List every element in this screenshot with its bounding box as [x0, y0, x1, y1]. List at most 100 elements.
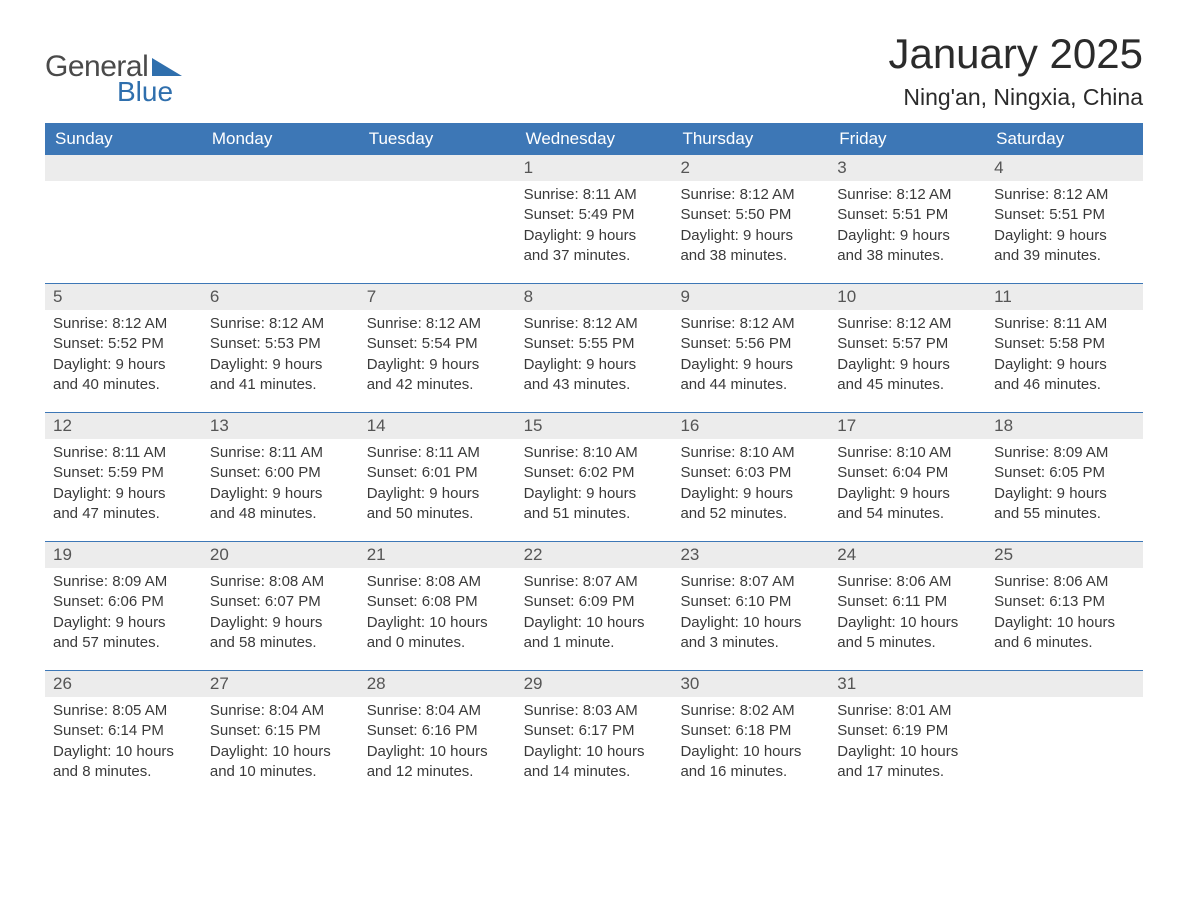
sunset-line: Sunset: 6:01 PM	[367, 463, 508, 483]
day-details: Sunrise: 8:03 AMSunset: 6:17 PMDaylight:…	[516, 697, 673, 792]
day-details: Sunrise: 8:05 AMSunset: 6:14 PMDaylight:…	[45, 697, 202, 792]
sunset-line: Sunset: 6:08 PM	[367, 592, 508, 612]
day-number: 11	[986, 284, 1143, 310]
calendar-week: 26Sunrise: 8:05 AMSunset: 6:14 PMDayligh…	[45, 670, 1143, 799]
daylight-line: Daylight: 9 hours and 46 minutes.	[994, 355, 1135, 396]
daylight-line: Daylight: 10 hours and 17 minutes.	[837, 742, 978, 783]
day-details: Sunrise: 8:07 AMSunset: 6:09 PMDaylight:…	[516, 568, 673, 663]
sunset-line: Sunset: 6:09 PM	[524, 592, 665, 612]
day-details: Sunrise: 8:11 AMSunset: 6:00 PMDaylight:…	[202, 439, 359, 534]
day-number	[202, 155, 359, 181]
daylight-line: Daylight: 9 hours and 41 minutes.	[210, 355, 351, 396]
daylight-line: Daylight: 10 hours and 1 minute.	[524, 613, 665, 654]
sunset-line: Sunset: 6:13 PM	[994, 592, 1135, 612]
calendar-cell: 19Sunrise: 8:09 AMSunset: 6:06 PMDayligh…	[45, 542, 202, 670]
sunset-line: Sunset: 6:03 PM	[680, 463, 821, 483]
day-of-week-label: Monday	[202, 123, 359, 155]
sunrise-line: Sunrise: 8:07 AM	[524, 572, 665, 592]
day-details: Sunrise: 8:07 AMSunset: 6:10 PMDaylight:…	[672, 568, 829, 663]
sunrise-line: Sunrise: 8:08 AM	[210, 572, 351, 592]
calendar-cell: 13Sunrise: 8:11 AMSunset: 6:00 PMDayligh…	[202, 413, 359, 541]
day-number: 2	[672, 155, 829, 181]
day-of-week-label: Tuesday	[359, 123, 516, 155]
daylight-line: Daylight: 10 hours and 10 minutes.	[210, 742, 351, 783]
day-of-week-header: SundayMondayTuesdayWednesdayThursdayFrid…	[45, 123, 1143, 155]
day-number: 20	[202, 542, 359, 568]
daylight-line: Daylight: 9 hours and 43 minutes.	[524, 355, 665, 396]
day-of-week-label: Sunday	[45, 123, 202, 155]
day-number: 21	[359, 542, 516, 568]
sunrise-line: Sunrise: 8:02 AM	[680, 701, 821, 721]
sunrise-line: Sunrise: 8:11 AM	[994, 314, 1135, 334]
sunrise-line: Sunrise: 8:11 AM	[210, 443, 351, 463]
sunrise-line: Sunrise: 8:11 AM	[524, 185, 665, 205]
day-number: 31	[829, 671, 986, 697]
sunset-line: Sunset: 6:04 PM	[837, 463, 978, 483]
day-number: 15	[516, 413, 673, 439]
sunrise-line: Sunrise: 8:01 AM	[837, 701, 978, 721]
day-details: Sunrise: 8:12 AMSunset: 5:52 PMDaylight:…	[45, 310, 202, 405]
calendar-cell: 24Sunrise: 8:06 AMSunset: 6:11 PMDayligh…	[829, 542, 986, 670]
sunrise-line: Sunrise: 8:12 AM	[367, 314, 508, 334]
sunset-line: Sunset: 6:14 PM	[53, 721, 194, 741]
sunset-line: Sunset: 6:07 PM	[210, 592, 351, 612]
daylight-line: Daylight: 9 hours and 38 minutes.	[837, 226, 978, 267]
daylight-line: Daylight: 9 hours and 48 minutes.	[210, 484, 351, 525]
sunset-line: Sunset: 6:15 PM	[210, 721, 351, 741]
day-number: 23	[672, 542, 829, 568]
sunset-line: Sunset: 5:52 PM	[53, 334, 194, 354]
day-number: 26	[45, 671, 202, 697]
sunrise-line: Sunrise: 8:03 AM	[524, 701, 665, 721]
daylight-line: Daylight: 9 hours and 50 minutes.	[367, 484, 508, 525]
day-details: Sunrise: 8:08 AMSunset: 6:07 PMDaylight:…	[202, 568, 359, 663]
calendar-cell: 2Sunrise: 8:12 AMSunset: 5:50 PMDaylight…	[672, 155, 829, 283]
calendar-cell: 16Sunrise: 8:10 AMSunset: 6:03 PMDayligh…	[672, 413, 829, 541]
calendar-cell: 10Sunrise: 8:12 AMSunset: 5:57 PMDayligh…	[829, 284, 986, 412]
day-number	[45, 155, 202, 181]
sunrise-line: Sunrise: 8:06 AM	[837, 572, 978, 592]
day-details: Sunrise: 8:12 AMSunset: 5:55 PMDaylight:…	[516, 310, 673, 405]
day-details: Sunrise: 8:10 AMSunset: 6:04 PMDaylight:…	[829, 439, 986, 534]
daylight-line: Daylight: 9 hours and 52 minutes.	[680, 484, 821, 525]
calendar-cell	[359, 155, 516, 283]
calendar-cell: 21Sunrise: 8:08 AMSunset: 6:08 PMDayligh…	[359, 542, 516, 670]
day-number: 28	[359, 671, 516, 697]
day-number: 6	[202, 284, 359, 310]
sunrise-line: Sunrise: 8:09 AM	[53, 572, 194, 592]
day-number: 17	[829, 413, 986, 439]
month-title: January 2025	[888, 30, 1143, 78]
daylight-line: Daylight: 10 hours and 16 minutes.	[680, 742, 821, 783]
day-number: 9	[672, 284, 829, 310]
header: General Blue January 2025 Ning'an, Ningx…	[45, 30, 1143, 111]
sunrise-line: Sunrise: 8:12 AM	[53, 314, 194, 334]
day-details: Sunrise: 8:09 AMSunset: 6:06 PMDaylight:…	[45, 568, 202, 663]
sunset-line: Sunset: 5:50 PM	[680, 205, 821, 225]
daylight-line: Daylight: 10 hours and 6 minutes.	[994, 613, 1135, 654]
sunset-line: Sunset: 5:51 PM	[837, 205, 978, 225]
day-details: Sunrise: 8:10 AMSunset: 6:02 PMDaylight:…	[516, 439, 673, 534]
day-number: 14	[359, 413, 516, 439]
daylight-line: Daylight: 9 hours and 39 minutes.	[994, 226, 1135, 267]
calendar-week: 5Sunrise: 8:12 AMSunset: 5:52 PMDaylight…	[45, 283, 1143, 412]
sunset-line: Sunset: 5:51 PM	[994, 205, 1135, 225]
day-details: Sunrise: 8:12 AMSunset: 5:50 PMDaylight:…	[672, 181, 829, 276]
daylight-line: Daylight: 10 hours and 12 minutes.	[367, 742, 508, 783]
sunrise-line: Sunrise: 8:12 AM	[994, 185, 1135, 205]
calendar-cell: 7Sunrise: 8:12 AMSunset: 5:54 PMDaylight…	[359, 284, 516, 412]
calendar-cell: 18Sunrise: 8:09 AMSunset: 6:05 PMDayligh…	[986, 413, 1143, 541]
day-details: Sunrise: 8:02 AMSunset: 6:18 PMDaylight:…	[672, 697, 829, 792]
calendar-cell: 23Sunrise: 8:07 AMSunset: 6:10 PMDayligh…	[672, 542, 829, 670]
day-details: Sunrise: 8:06 AMSunset: 6:11 PMDaylight:…	[829, 568, 986, 663]
day-number	[359, 155, 516, 181]
daylight-line: Daylight: 10 hours and 3 minutes.	[680, 613, 821, 654]
sunset-line: Sunset: 5:57 PM	[837, 334, 978, 354]
day-of-week-label: Saturday	[986, 123, 1143, 155]
sunrise-line: Sunrise: 8:06 AM	[994, 572, 1135, 592]
calendar-cell: 14Sunrise: 8:11 AMSunset: 6:01 PMDayligh…	[359, 413, 516, 541]
day-number: 27	[202, 671, 359, 697]
calendar-cell: 12Sunrise: 8:11 AMSunset: 5:59 PMDayligh…	[45, 413, 202, 541]
sunset-line: Sunset: 5:56 PM	[680, 334, 821, 354]
calendar-cell: 31Sunrise: 8:01 AMSunset: 6:19 PMDayligh…	[829, 671, 986, 799]
sunrise-line: Sunrise: 8:12 AM	[680, 314, 821, 334]
calendar-cell: 9Sunrise: 8:12 AMSunset: 5:56 PMDaylight…	[672, 284, 829, 412]
